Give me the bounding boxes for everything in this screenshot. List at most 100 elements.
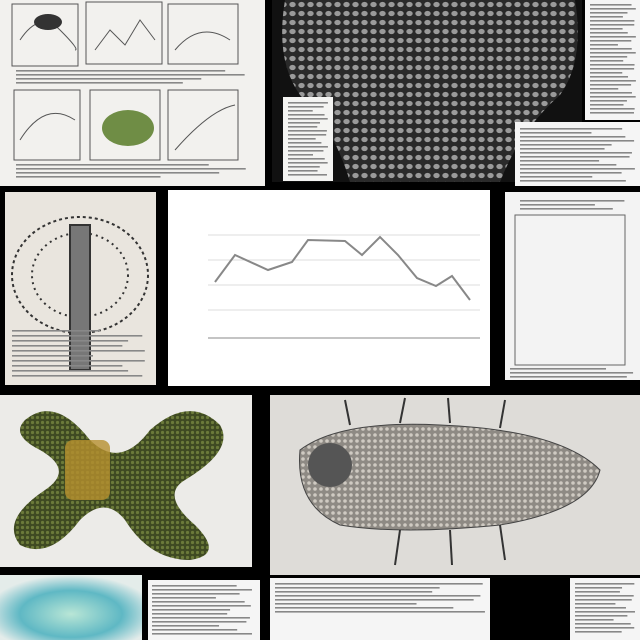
text-line [590, 20, 635, 22]
text-line [16, 70, 226, 72]
text-line [520, 168, 635, 170]
text-line [288, 106, 324, 108]
text-line [288, 142, 322, 144]
text-line [510, 368, 607, 370]
text-line [575, 595, 634, 597]
text-line [590, 68, 635, 70]
text-line [152, 609, 231, 611]
text-line [590, 60, 624, 62]
text-line [520, 200, 625, 202]
blue-panel [0, 575, 142, 640]
text-line [520, 152, 632, 154]
text-line [590, 72, 623, 74]
text-line [590, 48, 632, 50]
text-line [12, 355, 94, 357]
text-line [590, 96, 636, 98]
text-line [275, 607, 454, 609]
text-line [12, 330, 101, 332]
text-line [288, 174, 327, 176]
text-line [590, 24, 635, 26]
text-line [288, 138, 316, 140]
creature-body [299, 423, 601, 531]
text-line [590, 84, 632, 86]
text-line [275, 599, 474, 601]
text-line [288, 146, 328, 148]
text-line [590, 44, 618, 46]
text-line [152, 613, 228, 615]
text-line [288, 130, 327, 132]
text-line [520, 148, 605, 150]
text-line [275, 591, 433, 593]
text-line [590, 16, 623, 18]
text-line [288, 102, 328, 104]
dark-sketch [34, 14, 62, 30]
text-line [520, 204, 595, 206]
text-line [590, 108, 635, 110]
text-line [288, 110, 313, 112]
text-line [288, 166, 320, 168]
text-line [12, 345, 123, 347]
text-line [16, 82, 183, 84]
text-line [590, 36, 636, 38]
text-line [16, 172, 220, 174]
text-line [152, 621, 247, 623]
text-line [575, 619, 614, 621]
text-line [288, 170, 318, 172]
text-line [12, 375, 143, 377]
text-line [575, 627, 635, 629]
text-line [152, 605, 251, 607]
plot-frame [514, 214, 626, 366]
sphere-texture [282, 0, 578, 182]
anatomy-drawing [11, 216, 149, 371]
text-line [590, 4, 632, 6]
text-line [16, 168, 246, 170]
text-line [575, 583, 635, 585]
text-line [510, 376, 627, 378]
text-line [590, 28, 623, 30]
text-line [12, 340, 129, 342]
text-line [152, 629, 238, 631]
text-line [575, 591, 620, 593]
text-line [590, 12, 628, 14]
text-line [575, 611, 635, 613]
text-line [590, 64, 635, 66]
text-line [520, 140, 635, 142]
creature-legs [344, 397, 506, 566]
text-line [590, 52, 636, 54]
text-line [575, 607, 626, 609]
text-line [288, 162, 328, 164]
text-line [152, 633, 252, 635]
text-line [12, 350, 145, 352]
text-line [590, 40, 632, 42]
text-line [590, 112, 634, 114]
text-line [590, 76, 629, 78]
text-line [152, 601, 245, 603]
text-line [590, 104, 624, 106]
doc-plots [505, 192, 640, 380]
text-line [288, 134, 327, 136]
text-line [152, 597, 216, 599]
text-line [520, 180, 626, 182]
sketch-frames [11, 1, 239, 161]
text-line [520, 136, 626, 138]
text-line [590, 88, 619, 90]
yellow-core [65, 440, 110, 500]
text-line [288, 154, 313, 156]
text-line [12, 335, 143, 337]
text-line [575, 623, 631, 625]
text-line [152, 589, 252, 591]
text-line [288, 114, 325, 116]
text-line [288, 126, 318, 128]
text-line [288, 118, 328, 120]
text-line [12, 360, 145, 362]
text-line [275, 595, 481, 597]
text-line [520, 132, 592, 134]
text-line [16, 164, 209, 166]
chart-panel [168, 190, 490, 386]
text-line [575, 599, 632, 601]
text-line [590, 32, 628, 34]
text-line [520, 176, 593, 178]
text-line [520, 128, 623, 130]
